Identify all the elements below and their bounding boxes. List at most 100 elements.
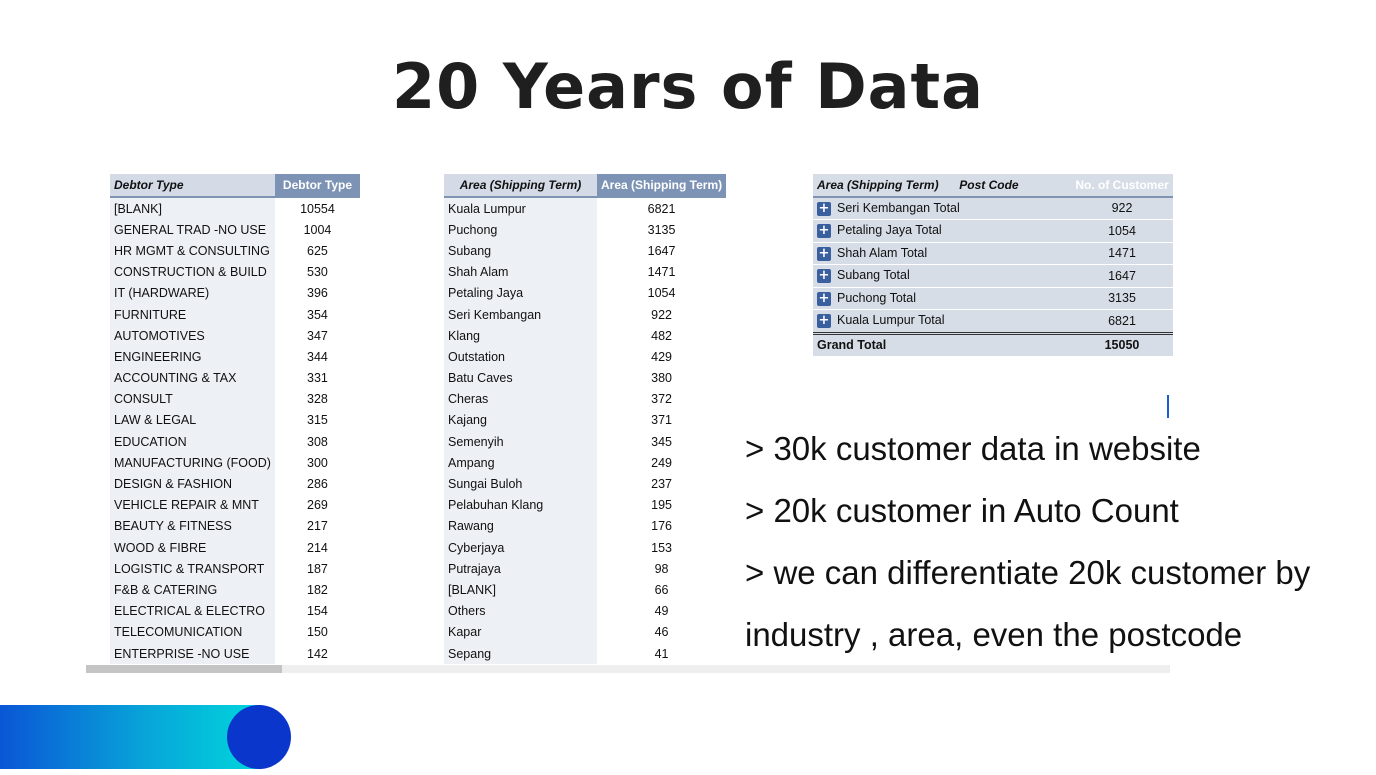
row-value[interactable]: 195 bbox=[651, 498, 672, 513]
row-value[interactable]: 315 bbox=[307, 413, 328, 428]
row-label[interactable]: [BLANK] bbox=[444, 579, 597, 601]
row-label[interactable]: ACCOUNTING & TAX bbox=[110, 367, 275, 389]
row-label[interactable]: CONSTRUCTION & BUILD bbox=[110, 261, 275, 283]
expand-plus-icon[interactable]: + bbox=[817, 290, 831, 306]
row-value[interactable]: 286 bbox=[307, 477, 328, 492]
row-label[interactable]: DESIGN & FASHION bbox=[110, 473, 275, 495]
row-value[interactable]: 328 bbox=[307, 392, 328, 407]
row-value[interactable]: 396 bbox=[307, 286, 328, 301]
row-label[interactable]: Rawang bbox=[444, 515, 597, 537]
row-value[interactable]: 214 bbox=[307, 540, 328, 555]
row-label[interactable]: Kajang bbox=[444, 409, 597, 432]
row-label[interactable]: TELECOMUNICATION bbox=[110, 621, 275, 643]
row-label[interactable]: Shah Alam bbox=[444, 261, 597, 283]
row-value[interactable]: 237 bbox=[651, 477, 672, 492]
row-label[interactable]: AUTOMOTIVES bbox=[110, 325, 275, 347]
row-label[interactable]: Seri Kembangan bbox=[444, 303, 597, 326]
row-label[interactable]: Semenyih bbox=[444, 431, 597, 453]
row-value[interactable]: 10554 bbox=[300, 201, 335, 216]
row-value[interactable]: 217 bbox=[307, 519, 328, 534]
row-value[interactable]: 1471 bbox=[647, 265, 676, 280]
column-header-debtor-type[interactable]: Debtor Type bbox=[110, 174, 275, 198]
row-value[interactable]: 46 bbox=[654, 625, 669, 640]
row-label[interactable]: Putrajaya bbox=[444, 558, 597, 580]
row-label[interactable]: IT (HARDWARE) bbox=[110, 282, 275, 304]
row-value[interactable]: 380 bbox=[651, 371, 672, 386]
row-value[interactable]: 371 bbox=[651, 413, 672, 428]
row-value[interactable]: 300 bbox=[307, 455, 328, 470]
horizontal-scrollbar-thumb[interactable] bbox=[86, 665, 282, 673]
row-label[interactable]: Cyberjaya bbox=[444, 537, 597, 559]
row-label[interactable]: ELECTRICAL & ELECTRO bbox=[110, 600, 275, 622]
row-label[interactable]: Sungai Buloh bbox=[444, 473, 597, 495]
row-value[interactable]: 922 bbox=[651, 307, 672, 322]
row-label[interactable]: HR MGMT & CONSULTING bbox=[110, 240, 275, 262]
row-label[interactable]: [BLANK] bbox=[110, 197, 275, 220]
row-value[interactable]: 331 bbox=[307, 371, 328, 386]
pivot-header-count[interactable]: No. of Customer bbox=[1071, 174, 1173, 198]
row-label[interactable]: LAW & LEGAL bbox=[110, 409, 275, 432]
row-value[interactable]: 187 bbox=[307, 561, 328, 576]
row-value[interactable]: 98 bbox=[654, 561, 669, 576]
row-label[interactable]: FURNITURE bbox=[110, 303, 275, 326]
row-label[interactable]: Klang bbox=[444, 325, 597, 347]
expand-plus-icon[interactable]: + bbox=[817, 223, 831, 239]
row-value[interactable]: 482 bbox=[651, 328, 672, 343]
row-label[interactable]: Batu Caves bbox=[444, 367, 597, 389]
row-label[interactable]: Outstation bbox=[444, 346, 597, 368]
row-label[interactable]: ENTERPRISE -NO USE bbox=[110, 642, 275, 665]
row-label[interactable]: MANUFACTURING (FOOD) bbox=[110, 452, 275, 474]
row-value[interactable]: 41 bbox=[654, 646, 669, 661]
row-value[interactable]: 249 bbox=[651, 455, 672, 470]
row-value[interactable]: 530 bbox=[307, 265, 328, 280]
row-value[interactable]: 3135 bbox=[647, 222, 676, 237]
expand-plus-icon[interactable]: + bbox=[817, 200, 831, 216]
row-label[interactable]: Others bbox=[444, 600, 597, 622]
row-label[interactable]: GENERAL TRAD -NO USE bbox=[110, 219, 275, 241]
row-label[interactable]: Cheras bbox=[444, 388, 597, 410]
row-label[interactable]: Pelabuhan Klang bbox=[444, 494, 597, 516]
row-label[interactable]: Ampang bbox=[444, 452, 597, 474]
row-label[interactable]: CONSULT bbox=[110, 388, 275, 410]
row-value[interactable]: 153 bbox=[651, 540, 672, 555]
column-header-area[interactable]: Area (Shipping Term) bbox=[444, 174, 597, 198]
row-value[interactable]: 625 bbox=[307, 243, 328, 258]
row-label[interactable]: Kapar bbox=[444, 621, 597, 643]
row-label[interactable]: F&B & CATERING bbox=[110, 579, 275, 601]
row-value[interactable]: 347 bbox=[307, 328, 328, 343]
row-value[interactable]: 308 bbox=[307, 434, 328, 449]
row-value[interactable]: 354 bbox=[307, 307, 328, 322]
row-value[interactable]: 66 bbox=[654, 582, 669, 597]
row-value[interactable]: 344 bbox=[307, 349, 328, 364]
row-value[interactable]: 372 bbox=[651, 392, 672, 407]
row-value[interactable]: 142 bbox=[307, 646, 328, 661]
expand-plus-icon[interactable]: + bbox=[817, 268, 831, 284]
row-value[interactable]: 49 bbox=[654, 604, 669, 619]
expand-plus-icon[interactable]: + bbox=[817, 245, 831, 261]
row-label[interactable]: Puchong bbox=[444, 219, 597, 241]
row-value[interactable]: 1004 bbox=[303, 222, 332, 237]
row-label[interactable]: EDUCATION bbox=[110, 431, 275, 453]
row-label[interactable]: Sepang bbox=[444, 642, 597, 665]
row-value[interactable]: 176 bbox=[651, 519, 672, 534]
row-label[interactable]: ENGINEERING bbox=[110, 346, 275, 368]
column-header-area-count[interactable]: Area (Shipping Term) bbox=[597, 174, 727, 198]
row-value[interactable]: 150 bbox=[307, 625, 328, 640]
row-value[interactable]: 182 bbox=[307, 582, 328, 597]
row-label[interactable]: Kuala Lumpur bbox=[444, 197, 597, 220]
row-label[interactable]: VEHICLE REPAIR & MNT bbox=[110, 494, 275, 516]
row-value[interactable]: 154 bbox=[307, 604, 328, 619]
pivot-header-area[interactable]: Area (Shipping Term) Post Code bbox=[813, 174, 1071, 198]
horizontal-scrollbar-track[interactable] bbox=[86, 665, 1170, 673]
row-label[interactable]: LOGISTIC & TRANSPORT bbox=[110, 558, 275, 580]
row-label[interactable]: Petaling Jaya bbox=[444, 282, 597, 304]
row-value[interactable]: 6821 bbox=[647, 201, 676, 216]
row-label[interactable]: WOOD & FIBRE bbox=[110, 537, 275, 559]
row-value[interactable]: 1647 bbox=[647, 243, 676, 258]
row-value[interactable]: 1054 bbox=[647, 286, 676, 301]
row-value[interactable]: 345 bbox=[651, 434, 672, 449]
row-value[interactable]: 269 bbox=[307, 498, 328, 513]
row-label[interactable]: Subang bbox=[444, 240, 597, 262]
row-value[interactable]: 429 bbox=[651, 349, 672, 364]
expand-plus-icon[interactable]: + bbox=[817, 313, 831, 329]
